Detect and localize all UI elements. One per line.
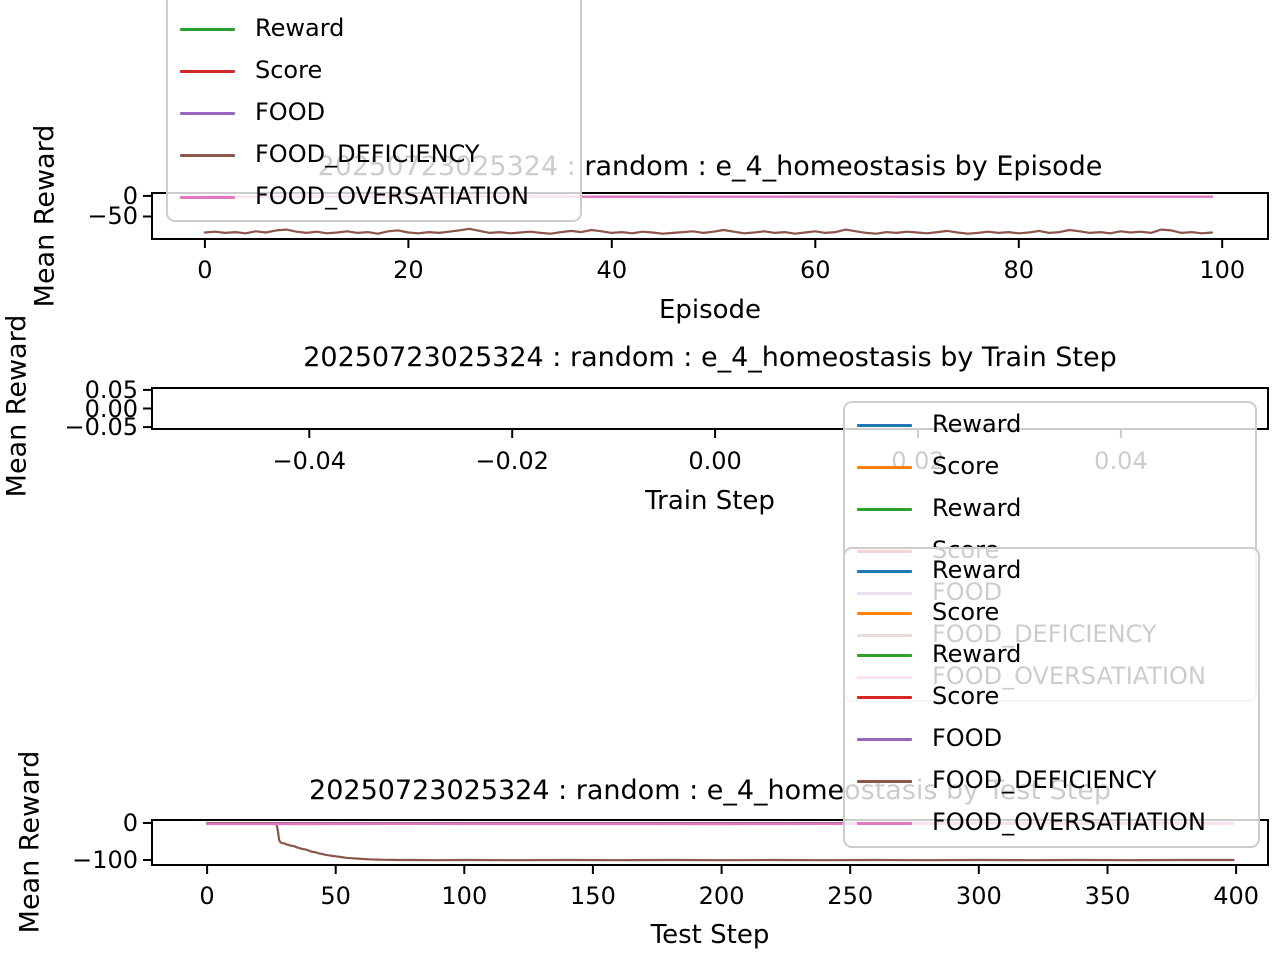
plot3-ytick-label: −100 xyxy=(72,846,138,874)
plot3-xtick-label: 100 xyxy=(441,882,488,910)
legend-line-sample xyxy=(857,696,912,699)
plot3-xtick-label: 300 xyxy=(955,882,1002,910)
legend-entry-label: FOOD xyxy=(932,723,1003,752)
plot2-ytick-label: 0.05 xyxy=(84,375,138,404)
plot1-xtick-label: 20 xyxy=(393,256,424,284)
plot2-xtick-label: −0.02 xyxy=(475,447,549,475)
plot1-ytick-label: 0 xyxy=(122,181,138,210)
legend-line-sample xyxy=(857,822,912,825)
legend-entry-label: FOOD xyxy=(255,97,326,126)
legend-entry-label: Reward xyxy=(932,493,1022,522)
legend-entry-label: FOOD_DEFICIENCY xyxy=(255,139,480,168)
legend-entry-label: Score xyxy=(255,55,323,84)
plot3-yaxis-label: Mean Reward xyxy=(14,750,46,934)
plot2-xaxis-label: Train Step xyxy=(645,486,775,516)
legend-entry-label: FOOD_DEFICIENCY xyxy=(932,765,1157,794)
plot3-xtick-label: 400 xyxy=(1213,882,1259,910)
plot3-series-food-deficiency xyxy=(206,822,1235,862)
legend-line-sample xyxy=(180,196,235,199)
plot2-spines xyxy=(151,387,1269,430)
legend-line-sample xyxy=(857,508,912,511)
plot3-xtick-label: 350 xyxy=(1084,882,1131,910)
plot3-ytick-label: 0 xyxy=(122,808,138,837)
legend-line-sample xyxy=(180,112,235,115)
legend-entry-label: Score xyxy=(932,681,1000,710)
plot2-xtick-label: 0.00 xyxy=(688,447,742,475)
plot2-yaxis-label: Mean Reward xyxy=(1,314,33,498)
plot1-xtick-label: 0 xyxy=(197,256,213,284)
plot3-xaxis-label: Test Step xyxy=(650,920,770,950)
plot1-xaxis-label: Episode xyxy=(658,295,762,325)
legend-line-sample xyxy=(857,424,912,427)
legend-line-sample xyxy=(857,780,912,783)
plot1-legend: RewardScoreRewardScoreFOODFOOD_DEFICIENC… xyxy=(166,0,582,222)
plot3-xtick-label: 50 xyxy=(320,882,351,910)
legend-entry-label: Score xyxy=(932,451,1000,480)
legend-line-sample xyxy=(180,70,235,73)
legend-line-sample xyxy=(180,154,235,157)
plot1-ytick-label: −50 xyxy=(87,202,138,231)
legend-entry-label: Score xyxy=(932,597,1000,626)
plot3-xtick-label: 150 xyxy=(570,882,616,910)
plot1-xtick-label: 80 xyxy=(1003,256,1035,284)
legend-entry-label: FOOD_OVERSATIATION xyxy=(932,807,1206,836)
legend-entry-label: Reward xyxy=(932,639,1022,668)
plot2-ytick-label: 0.00 xyxy=(84,394,138,423)
plot1-series-food-deficiency xyxy=(203,227,1214,235)
legend-line-sample xyxy=(857,738,912,741)
legend-line-sample xyxy=(857,466,912,469)
plot1-xtick-label: 40 xyxy=(596,256,628,284)
plot1-xtick-label: 100 xyxy=(1199,256,1246,284)
plot1-xtick-label: 60 xyxy=(800,256,831,284)
plot2-xtick-label: −0.04 xyxy=(272,447,347,475)
legend-entry-label: Reward xyxy=(255,13,345,42)
plot3-xtick-label: 0 xyxy=(199,882,215,910)
legend-line-sample xyxy=(857,654,912,657)
legend-line-sample xyxy=(857,570,912,573)
plot3-xtick-label: 200 xyxy=(698,882,745,910)
plot2-ytick-label: −0.05 xyxy=(64,413,138,442)
legend-line-sample xyxy=(180,28,235,31)
plot1-spines xyxy=(151,192,1269,240)
legend-entry-label: Reward xyxy=(932,555,1022,584)
plot1-yaxis-label: Mean Reward xyxy=(29,124,61,308)
plot3-legend: Reward Score Reward Score FOOD FOOD_DEFICIENC… xyxy=(843,547,1260,848)
legend-entry-label: FOOD_OVERSATIATION xyxy=(255,181,529,210)
legend-line-sample xyxy=(857,612,912,615)
plot3-xtick-label: 250 xyxy=(827,882,874,910)
plot2-title: 20250723025324 : random : e_4_homeostasi… xyxy=(303,342,1117,373)
legend-entry-label: Reward xyxy=(932,409,1022,438)
